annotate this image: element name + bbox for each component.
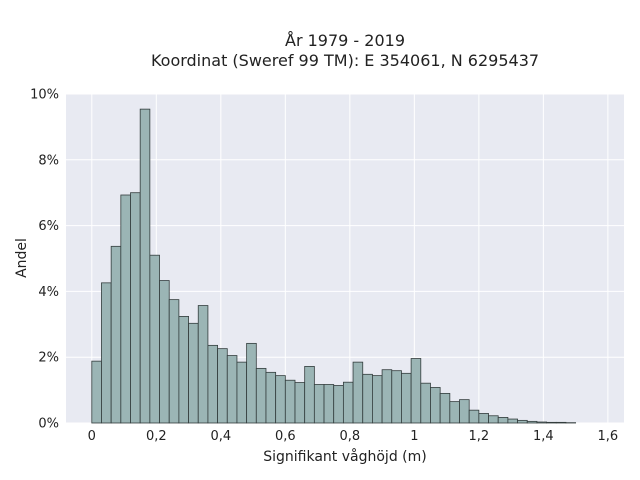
histogram-bar: [401, 372, 412, 424]
chart-title-line2: Koordinat (Sweref 99 TM): E 354061, N 62…: [151, 51, 539, 70]
histogram-bar: [265, 371, 277, 424]
histogram-bar: [188, 322, 199, 424]
y-tick-label: 6%: [38, 219, 59, 234]
y-axis-label: Andel: [14, 238, 30, 278]
x-tick-label: 1,6: [598, 429, 619, 444]
histogram-bar: [430, 387, 441, 424]
y-tick-label: 2%: [38, 351, 59, 366]
histogram-bar: [149, 254, 160, 424]
histogram-bar: [536, 421, 547, 424]
histogram-bar: [352, 361, 364, 424]
histogram-bar: [420, 382, 431, 424]
histogram-bar: [120, 194, 131, 424]
x-tick-label: 0,2: [146, 429, 167, 444]
histogram-bar: [139, 108, 151, 424]
histogram-bar: [130, 192, 141, 424]
histogram-bar: [468, 409, 480, 424]
histogram-bar: [304, 366, 315, 424]
histogram-bar: [478, 413, 489, 424]
x-tick-label: 1: [410, 429, 418, 444]
histogram-bar: [410, 358, 422, 424]
histogram-bar: [323, 384, 335, 424]
histogram-bar: [197, 305, 209, 424]
histogram-bar: [372, 375, 383, 424]
histogram-bar: [178, 316, 189, 424]
histogram-bar: [391, 370, 402, 424]
histogram-bar: [255, 367, 267, 424]
histogram-bar: [226, 355, 238, 424]
x-tick-label: 1,2: [469, 429, 490, 444]
histogram-bar: [449, 401, 460, 424]
histogram-bar: [546, 421, 557, 424]
y-axis-ticks: 0% 2% 4% 6% 8% 10%: [30, 88, 59, 432]
histogram-bar: [313, 384, 325, 424]
histogram-bar: [497, 417, 509, 424]
x-tick-label: 0: [88, 429, 96, 444]
x-axis-label: Signifikant våghöjd (m): [263, 448, 426, 465]
x-tick-label: 0,6: [275, 429, 296, 444]
histogram-bar: [246, 342, 257, 424]
histogram-bar: [439, 392, 451, 424]
histogram-bar: [275, 375, 286, 424]
histogram-bar: [168, 299, 180, 424]
x-tick-label: 0,8: [339, 429, 360, 444]
y-tick-label: 0%: [38, 417, 59, 432]
histogram-bar: [110, 245, 122, 424]
histogram-bars: [91, 108, 577, 424]
histogram-bar: [207, 344, 218, 424]
histogram-bar: [217, 348, 228, 424]
histogram-bar: [507, 418, 518, 424]
histogram-bar: [488, 415, 499, 424]
chart-title-line1: År 1979 - 2019: [285, 31, 405, 50]
x-tick-label: 1,4: [533, 429, 554, 444]
histogram-bar: [101, 282, 112, 424]
histogram-bar: [517, 419, 528, 424]
y-tick-label: 4%: [38, 285, 59, 300]
histogram-bar: [342, 381, 354, 424]
y-tick-label: 10%: [30, 88, 59, 103]
histogram-bar: [459, 399, 470, 424]
histogram-bar: [294, 382, 306, 424]
histogram-bar: [362, 373, 373, 424]
histogram-bar: [236, 361, 248, 424]
histogram-bar: [381, 369, 393, 424]
x-tick-label: 0,4: [210, 429, 231, 444]
histogram-bar: [284, 379, 296, 424]
histogram-bar: [91, 360, 102, 424]
histogram-bar: [159, 280, 170, 424]
y-tick-label: 8%: [38, 153, 59, 168]
histogram-bar: [526, 420, 538, 424]
histogram-bar: [555, 421, 567, 424]
x-axis-ticks: 0 0,2 0,4 0,6 0,8 1 1,2 1,4 1,6: [88, 429, 619, 444]
histogram-bar: [333, 385, 344, 424]
